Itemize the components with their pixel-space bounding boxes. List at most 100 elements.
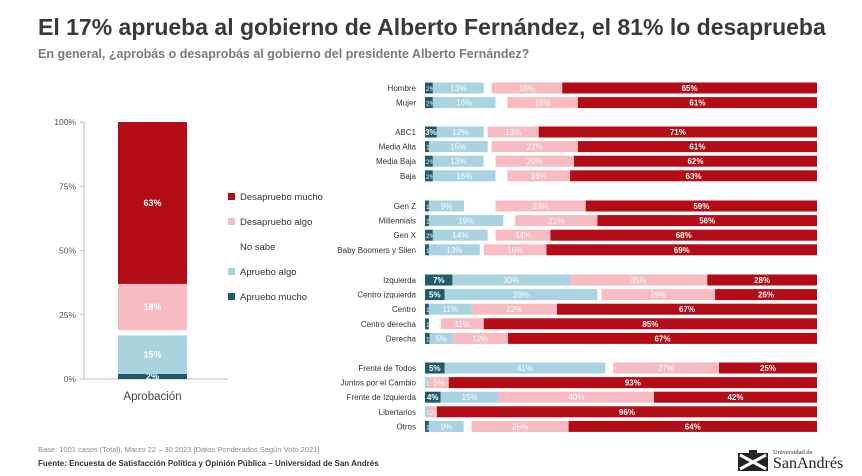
bar-value-label: 63% [143, 198, 161, 208]
bar-segment [425, 377, 429, 389]
bar-segment [452, 274, 571, 286]
row-label: ABC1 [395, 128, 416, 137]
row-label: Hombre [388, 84, 417, 93]
legend-swatch [228, 193, 235, 200]
bar-value-label: 69% [674, 246, 690, 255]
legend-label: Apruebo mucho [240, 292, 307, 303]
bar-segment [577, 141, 817, 153]
bar-value-label: 9% [441, 422, 453, 431]
bar-segment [495, 200, 586, 212]
bar-segment [515, 215, 598, 227]
bar-value-label: 59% [693, 202, 709, 211]
bar-segment [605, 362, 614, 374]
bar-value-label: 27% [658, 364, 674, 373]
logo-text-small: Universidad de [773, 449, 813, 456]
logo-crest-icon [738, 450, 768, 471]
bar-segment [491, 82, 563, 94]
bar-segment [432, 82, 484, 94]
bar-value-label: 40% [568, 393, 584, 402]
bar-value-label: 67% [679, 305, 695, 314]
row-label: Millennials [379, 217, 416, 226]
legend-swatch [228, 268, 235, 275]
bar-segment [597, 289, 602, 301]
bar-value-label: 5% [429, 364, 441, 373]
bar-segment [428, 244, 480, 256]
bar-segment [471, 420, 569, 432]
bar-segment [471, 303, 557, 315]
page-title: El 17% aprueba al gobierno de Alberto Fe… [38, 14, 826, 40]
row-label: Centro izquierda [357, 291, 416, 300]
bar-segment [425, 170, 433, 182]
row-label: Baja [400, 172, 417, 181]
row-label: Baby Boomers y Silen [337, 246, 416, 255]
bar-value-label: 13% [505, 128, 521, 137]
bar-value-label: 2% [426, 174, 436, 181]
bar-value-label: 11% [455, 320, 470, 329]
bar-value-label: 12% [472, 334, 488, 343]
bar-value-label: 18% [535, 99, 551, 108]
bar-value-label: 23% [533, 202, 549, 211]
bar-segment [508, 332, 817, 344]
bar-value-label: 96% [619, 408, 635, 417]
bar-value-label: 29% [650, 291, 666, 300]
bar-segment [550, 229, 817, 241]
bar-segment [597, 215, 817, 227]
bar-value-label: 39% [513, 291, 529, 300]
bar-value-label: 30% [503, 276, 519, 285]
bar-segment [425, 362, 445, 374]
y-tick-label: 75% [59, 181, 76, 191]
bar-segment [487, 229, 496, 241]
bar-segment [428, 141, 488, 153]
footer-source: Fuente: Encuesta de Satisfacción Polític… [38, 459, 379, 468]
row-label: Otros [396, 422, 416, 431]
bar-segment [118, 122, 187, 284]
bar-value-label: 13% [446, 246, 462, 255]
bar-segment [436, 406, 817, 418]
bar-value-label: 35% [631, 276, 647, 285]
row-label: Juntos por el Cambio [340, 379, 416, 388]
x-category-label: Aprobación [123, 391, 181, 403]
bar-segment [538, 126, 817, 138]
bar-value-label: 63% [686, 172, 702, 181]
bar-value-label: 5% [429, 291, 441, 300]
bar-segment [495, 155, 574, 167]
bar-segment [428, 377, 449, 389]
bar-segment [118, 335, 187, 374]
bar-value-label: 71% [670, 128, 686, 137]
bar-value-label: 2% [426, 233, 436, 240]
bar-segment [425, 244, 429, 256]
bar-segment [570, 170, 817, 182]
legend-label: Desapruebo mucho [240, 192, 323, 203]
y-tick-label: 50% [59, 246, 76, 256]
bar-value-label: 15% [450, 143, 466, 152]
bar-segment [483, 82, 492, 94]
bar-value-label: 12% [452, 128, 468, 137]
bar-segment [425, 215, 429, 227]
row-label: Libertarios [379, 408, 416, 417]
bar-segment [425, 155, 433, 167]
bar-value-label: 22% [527, 143, 543, 152]
bar-value-label: 25% [760, 364, 776, 373]
row-label: Centro [392, 305, 417, 314]
bar-segment [463, 420, 472, 432]
bar-segment [432, 229, 488, 241]
row-label: Media Baja [376, 157, 417, 166]
bar-segment [491, 141, 578, 153]
bar-segment [715, 289, 817, 301]
bar-value-label: 14% [452, 231, 468, 240]
row-label: Derecha [386, 334, 417, 343]
bar-segment [428, 420, 464, 432]
row-label: Media Alta [379, 143, 417, 152]
bar-segment [428, 215, 504, 227]
bar-value-label: 85% [642, 320, 658, 329]
bar-segment [425, 391, 441, 403]
bar-value-label: 61% [689, 99, 705, 108]
bar-value-label: 16% [507, 246, 523, 255]
bar-value-label: 16% [456, 99, 472, 108]
row-label: Gen X [393, 231, 416, 240]
bar-value-label: 13% [450, 157, 466, 166]
bar-value-label: 61% [689, 143, 705, 152]
bar-segment [436, 126, 484, 138]
bar-segment [118, 330, 187, 336]
